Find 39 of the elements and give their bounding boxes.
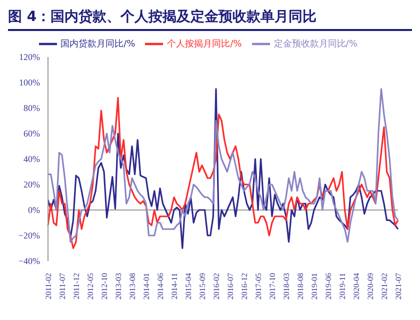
- x-tick-label: 2012-10: [100, 273, 109, 300]
- x-tick-label: 2019-06: [324, 273, 333, 300]
- y-tick-label: 60%: [24, 128, 40, 139]
- x-tick-label: 2013-08: [128, 273, 137, 300]
- x-tick-label: 2015-09: [198, 273, 207, 300]
- x-tick-label: 2013-03: [114, 273, 123, 300]
- x-tick-label: 2021-02: [380, 273, 389, 300]
- y-tick-label: 40%: [24, 154, 40, 164]
- x-tick-label: 2020-09: [366, 273, 375, 300]
- legend-label: 个人按揭月同比/%: [167, 39, 242, 50]
- x-tick-label: 2011-02: [44, 273, 53, 300]
- x-tick-label: 2016-12: [240, 273, 249, 300]
- y-tick-label: 20%: [24, 180, 40, 190]
- x-tick-label: 2020-04: [352, 273, 361, 300]
- x-tick-label: 2019-01: [310, 273, 319, 300]
- legend-label: 国内贷款月同比/%: [60, 39, 136, 50]
- x-tick-label: 2021-07: [394, 273, 403, 300]
- x-tick-label: 2014-01: [142, 273, 151, 300]
- x-tick-label: 2012-05: [86, 273, 95, 300]
- x-tick-label: 2017-05: [254, 273, 263, 300]
- y-tick-label: 100%: [19, 78, 40, 88]
- x-tick-label: 2011-12: [72, 273, 81, 300]
- y-tick-label: 80%: [24, 103, 40, 114]
- x-tick-label: 2015-04: [184, 273, 193, 300]
- y-tick-label: −40%: [18, 256, 40, 266]
- x-tick-label: 2018-03: [282, 273, 291, 300]
- y-tick-label: 120%: [19, 52, 40, 62]
- x-tick-label: 2016-02: [212, 273, 221, 300]
- chart-title: 图 4：国内贷款、个人按揭及定金预收款单月同比: [8, 8, 412, 31]
- y-tick-label: 0%: [28, 205, 40, 216]
- x-tick-label: 2014-06: [156, 273, 165, 300]
- x-tick-label: 2016-07: [226, 273, 235, 300]
- y-tick-label: −20%: [18, 230, 40, 241]
- x-tick-label: 2018-08: [296, 273, 305, 300]
- x-tick-label: 2019-11: [338, 273, 347, 300]
- x-tick-label: 2014-11: [170, 273, 179, 300]
- x-tick-label: 2011-07: [58, 273, 67, 300]
- x-tick-label: 2017-10: [268, 273, 277, 300]
- legend-label: 定金预收款月同比/%: [274, 39, 358, 50]
